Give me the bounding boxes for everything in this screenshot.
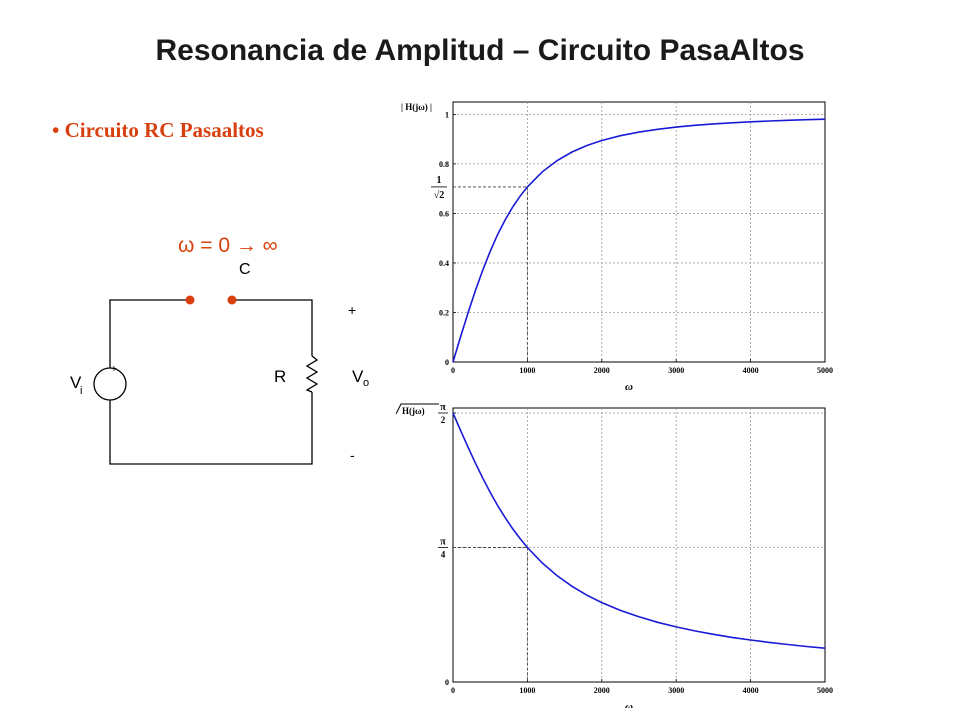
source-plus-sign: + bbox=[111, 364, 117, 375]
x-tick-label: 3000 bbox=[668, 366, 684, 375]
vi-subscript: i bbox=[80, 385, 82, 397]
x-axis-label: ω bbox=[625, 381, 633, 393]
series-line bbox=[452, 412, 826, 649]
plot-frame bbox=[452, 407, 826, 683]
x-tick-label: 4000 bbox=[743, 686, 759, 695]
x-tick-label: 1000 bbox=[519, 686, 535, 695]
x-tick-label: 3000 bbox=[668, 686, 684, 695]
y-tick-label-num: π bbox=[440, 402, 446, 413]
special-tick-numerator: 1 bbox=[437, 175, 442, 186]
special-tick-denominator: √2 bbox=[434, 190, 445, 201]
series-line bbox=[452, 118, 826, 363]
vo-label: V bbox=[352, 367, 364, 386]
resistor-icon bbox=[305, 355, 319, 393]
y-tick-label-den: 4 bbox=[441, 550, 446, 560]
voltage-source-icon bbox=[93, 367, 127, 401]
y-tick-label-num: π bbox=[440, 537, 446, 548]
y-tick-label: 0.8 bbox=[439, 160, 449, 169]
capacitor-terminal-right bbox=[227, 295, 237, 305]
x-tick-label: 4000 bbox=[743, 366, 759, 375]
y-tick-label-den: 2 bbox=[441, 415, 446, 425]
vo-subscript: o bbox=[363, 377, 369, 389]
y-tick-label: 0.4 bbox=[439, 259, 449, 268]
phase-angle-symbol bbox=[396, 403, 439, 415]
x-axis-label: ω bbox=[625, 701, 633, 708]
output-plus-sign: + bbox=[348, 302, 356, 318]
plot-frame bbox=[452, 101, 826, 363]
capacitor-label: C bbox=[239, 261, 251, 278]
y-tick-label: 0 bbox=[445, 678, 449, 687]
rc-circuit-diagram: ω = 0 → ∞ C + V i R + V o - bbox=[70, 234, 369, 465]
x-tick-label: 5000 bbox=[817, 366, 833, 375]
output-minus-sign: - bbox=[350, 447, 355, 463]
x-tick-label: 2000 bbox=[594, 686, 610, 695]
y-axis-label: H(jω) bbox=[402, 406, 425, 416]
x-tick-label: 5000 bbox=[817, 686, 833, 695]
circuit-wires bbox=[109, 299, 313, 465]
y-axis-label: | H(jω) | bbox=[401, 102, 432, 112]
x-tick-label: 2000 bbox=[594, 366, 610, 375]
phase-plot: 0 1000 2000 3000 4000 5000 ω 0 π 4 π 2 H(jω) bbox=[396, 402, 833, 708]
vi-label: V bbox=[70, 373, 82, 392]
slide-title: Resonancia de Amplitud – Circuito PasaAl… bbox=[155, 34, 805, 67]
magnitude-plot: 0 1000 2000 3000 4000 5000 ω 0 0.2 0.4 0.6 0.8 1 1 √2 |… bbox=[401, 101, 833, 393]
y-tick-label: 1 bbox=[445, 110, 449, 119]
y-tick-label: 0 bbox=[445, 358, 449, 367]
x-tick-label: 0 bbox=[451, 366, 455, 375]
bullet-circuit-rc: • Circuito RC Pasaaltos bbox=[52, 118, 264, 142]
x-tick-label: 0 bbox=[451, 686, 455, 695]
omega-annotation: ω = 0 → ∞ bbox=[178, 234, 278, 257]
x-tick-label: 1000 bbox=[519, 366, 535, 375]
y-tick-label: 0.6 bbox=[439, 209, 449, 218]
capacitor-terminal-left bbox=[185, 295, 195, 305]
y-tick-label: 0.2 bbox=[439, 308, 449, 317]
resistor-label: R bbox=[274, 367, 286, 386]
